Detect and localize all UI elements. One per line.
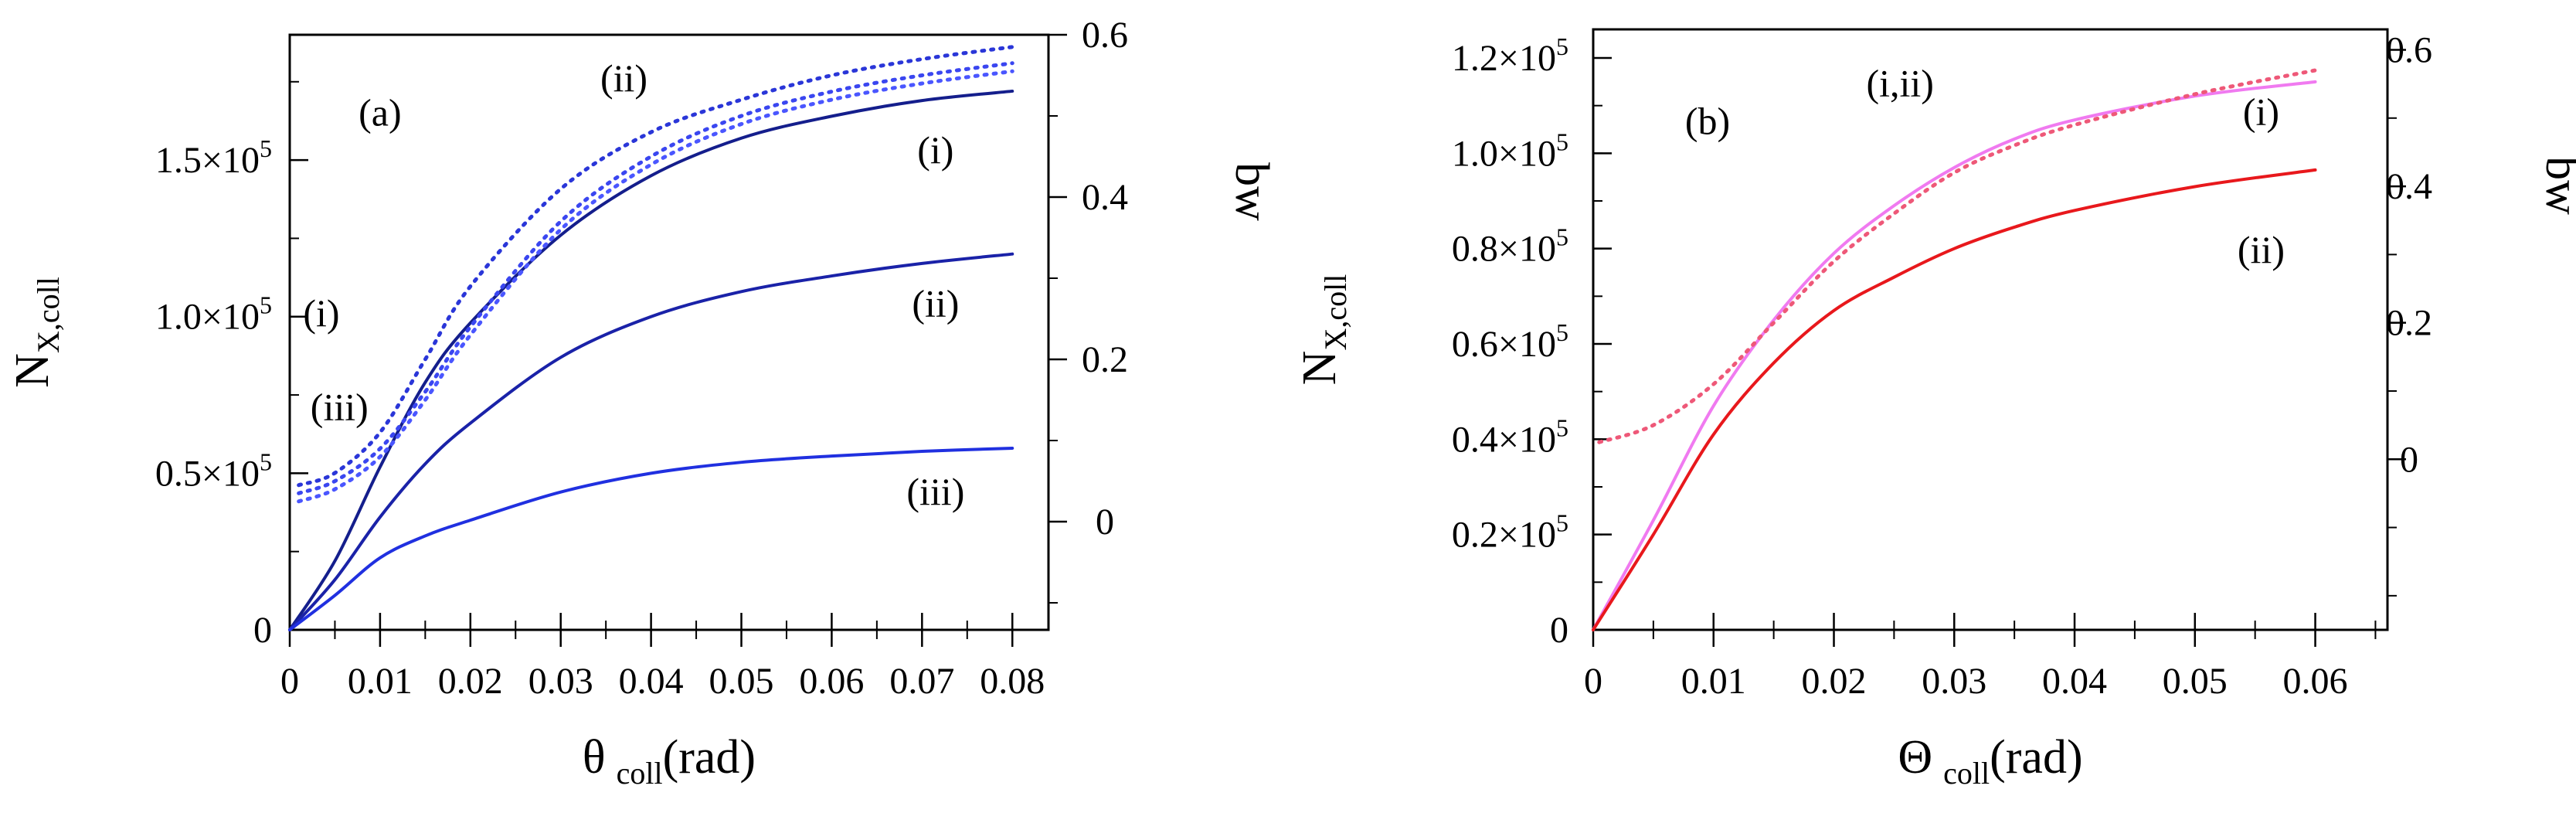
y-tick-label: 0.6×105 <box>1452 318 1568 365</box>
curve-label: (ii) <box>600 56 647 100</box>
plot-frame <box>288 33 1050 631</box>
y-axis-title: NX,coll <box>1293 274 1353 386</box>
series-line <box>297 45 1014 488</box>
x-tick-label: 0.02 <box>1802 661 1867 702</box>
curve-label: (i) <box>917 128 953 172</box>
y2-axis-ticks: 00.20.40.6 <box>2386 29 2432 597</box>
series-line <box>1597 68 2318 444</box>
curve-label: (iii) <box>311 385 369 428</box>
curve-label: (iii) <box>906 470 964 513</box>
y-tick-label: 1.5×105 <box>155 134 272 181</box>
curve-label: (i) <box>303 291 339 335</box>
annotations: (b) (i,ii) (i) (ii) <box>1685 61 2285 271</box>
y-tick-label: 0.2×105 <box>1452 509 1568 556</box>
y-tick-label: 1.0×105 <box>155 291 272 338</box>
plot-frame <box>1592 28 2389 631</box>
x-tick-label: 0.02 <box>438 661 503 702</box>
curve-label: (i) <box>2243 90 2279 133</box>
curve-label: (b) <box>1685 100 1730 143</box>
y2-tick-label: 0 <box>2400 439 2418 480</box>
annotations: (a) (ii) (i) (ii) (iii) (i) (iii) <box>303 56 964 513</box>
x-axis-ticks: 0 0.01 0.02 0.03 0.04 0.05 0.06 <box>1584 613 2377 702</box>
y-tick-label: 0 <box>253 610 272 651</box>
series-line <box>297 69 1014 504</box>
x-tick-label: 0.03 <box>1922 661 1986 702</box>
x-tick-label: 0.06 <box>799 661 864 702</box>
y-axis-ticks: 0 0.2×105 0.4×105 0.6×105 0.8×105 1.0×105 1.2×… <box>1452 32 1612 651</box>
curve-label: (ii) <box>912 282 959 325</box>
y2-tick-label: 0.6 <box>1082 15 1128 56</box>
x-tick-label: 0.04 <box>2042 661 2107 702</box>
series-group <box>1592 68 2318 631</box>
y2-tick-label: 0 <box>1096 502 1114 543</box>
x-axis-ticks: 0 0.01 0.02 0.03 0.04 0.05 0.06 0.07 0.08 <box>280 613 1045 702</box>
series-line <box>1592 168 2317 631</box>
curve-label: (i,ii) <box>1866 61 1933 104</box>
curve-label: (ii) <box>2238 228 2285 271</box>
x-tick-label: 0 <box>280 661 299 702</box>
y-tick-label: 1.2×105 <box>1452 32 1568 79</box>
y2-tick-label: 0.4 <box>1082 177 1128 218</box>
x-tick-label: 0.04 <box>619 661 684 702</box>
panel-b: 0 0.01 0.02 0.03 0.04 0.05 0.06 0 0.2×105 0.4×105… <box>1293 28 2576 791</box>
series-group <box>288 45 1014 631</box>
y2-tick-label: 0.2 <box>1082 339 1128 380</box>
series-line <box>288 446 1014 631</box>
y-tick-label: 0.5×105 <box>155 447 272 494</box>
y2-axis-title: bw <box>2536 156 2576 215</box>
series-line <box>297 61 1014 495</box>
x-tick-label: 0.05 <box>2163 661 2228 702</box>
y2-axis-ticks: 0 0.2 0.4 0.6 <box>1048 15 1128 604</box>
x-tick-label: 0.07 <box>889 661 954 702</box>
y-tick-label: 0.8×105 <box>1452 223 1568 270</box>
x-tick-label: 0.05 <box>709 661 774 702</box>
x-axis-title: θ coll(rad) <box>583 731 756 791</box>
series-line <box>288 89 1014 631</box>
y-tick-label: 0 <box>1550 610 1568 651</box>
x-tick-label: 0 <box>1584 661 1602 702</box>
x-tick-label: 0.01 <box>348 661 413 702</box>
x-tick-label: 0.06 <box>2283 661 2348 702</box>
y2-axis-title: bw <box>1225 162 1278 221</box>
series-line <box>1592 80 2317 631</box>
series-line <box>288 252 1014 631</box>
y-axis-title: NX,coll <box>6 277 66 388</box>
curve-label: (a) <box>359 91 402 134</box>
y-axis-ticks: 0 0.5×105 1.0×105 1.5×105 <box>155 80 308 651</box>
x-tick-label: 0.01 <box>1681 661 1746 702</box>
x-tick-label: 0.03 <box>528 661 593 702</box>
x-tick-label: 0.08 <box>980 661 1045 702</box>
y-tick-label: 0.4×105 <box>1452 413 1568 460</box>
y-tick-label: 1.0×105 <box>1452 128 1568 174</box>
panel-a: 0 0.01 0.02 0.03 0.04 0.05 0.06 0.07 0.08 0 0.5×10… <box>6 15 1278 791</box>
